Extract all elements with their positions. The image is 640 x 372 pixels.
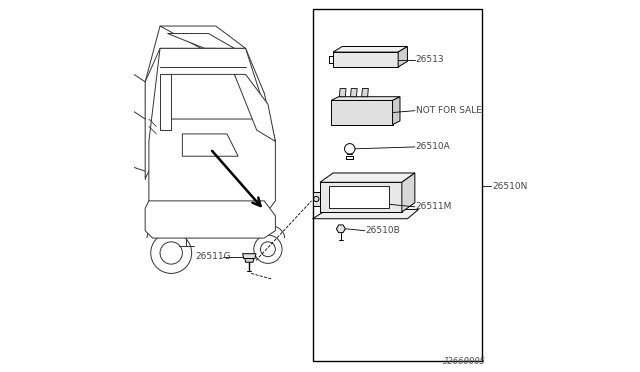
Text: 26511G: 26511G: [195, 252, 231, 261]
Polygon shape: [339, 89, 346, 97]
Polygon shape: [243, 254, 256, 259]
Polygon shape: [160, 74, 172, 130]
Text: 26510A: 26510A: [415, 142, 451, 151]
Polygon shape: [337, 225, 346, 232]
Text: 26511M: 26511M: [415, 202, 452, 211]
Text: 26510B: 26510B: [365, 226, 400, 235]
Polygon shape: [172, 74, 257, 119]
Text: 26513: 26513: [415, 55, 444, 64]
Text: 26510N: 26510N: [492, 182, 527, 190]
Polygon shape: [182, 134, 238, 156]
Polygon shape: [312, 209, 419, 219]
Polygon shape: [320, 173, 415, 182]
Polygon shape: [145, 201, 275, 238]
Polygon shape: [333, 52, 398, 67]
Polygon shape: [168, 33, 234, 48]
Polygon shape: [160, 48, 246, 67]
Polygon shape: [320, 182, 402, 212]
Bar: [314, 9, 482, 361]
Text: NOT FOR SALE: NOT FOR SALE: [415, 106, 481, 115]
Text: J2660005: J2660005: [442, 357, 486, 366]
Polygon shape: [398, 46, 408, 67]
Polygon shape: [333, 46, 408, 52]
Polygon shape: [245, 259, 254, 262]
Polygon shape: [402, 173, 415, 212]
Polygon shape: [145, 48, 160, 179]
Polygon shape: [331, 97, 400, 100]
Polygon shape: [160, 26, 246, 48]
Polygon shape: [234, 74, 275, 141]
Polygon shape: [312, 192, 320, 206]
Polygon shape: [392, 97, 400, 125]
Polygon shape: [331, 100, 392, 125]
Polygon shape: [149, 48, 275, 216]
Bar: [330, 186, 389, 208]
Polygon shape: [362, 89, 369, 97]
Polygon shape: [351, 89, 357, 97]
